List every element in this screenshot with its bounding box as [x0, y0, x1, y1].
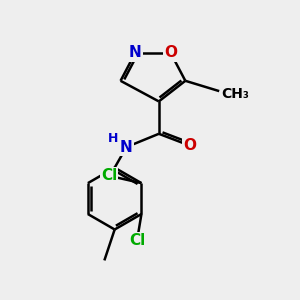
Text: O: O — [183, 138, 196, 153]
Text: O: O — [164, 45, 177, 60]
Text: N: N — [120, 140, 133, 154]
Text: Cl: Cl — [129, 233, 145, 248]
Text: CH₃: CH₃ — [221, 87, 249, 101]
Text: N: N — [129, 45, 142, 60]
Text: Cl: Cl — [101, 168, 117, 183]
Text: H: H — [108, 132, 119, 145]
